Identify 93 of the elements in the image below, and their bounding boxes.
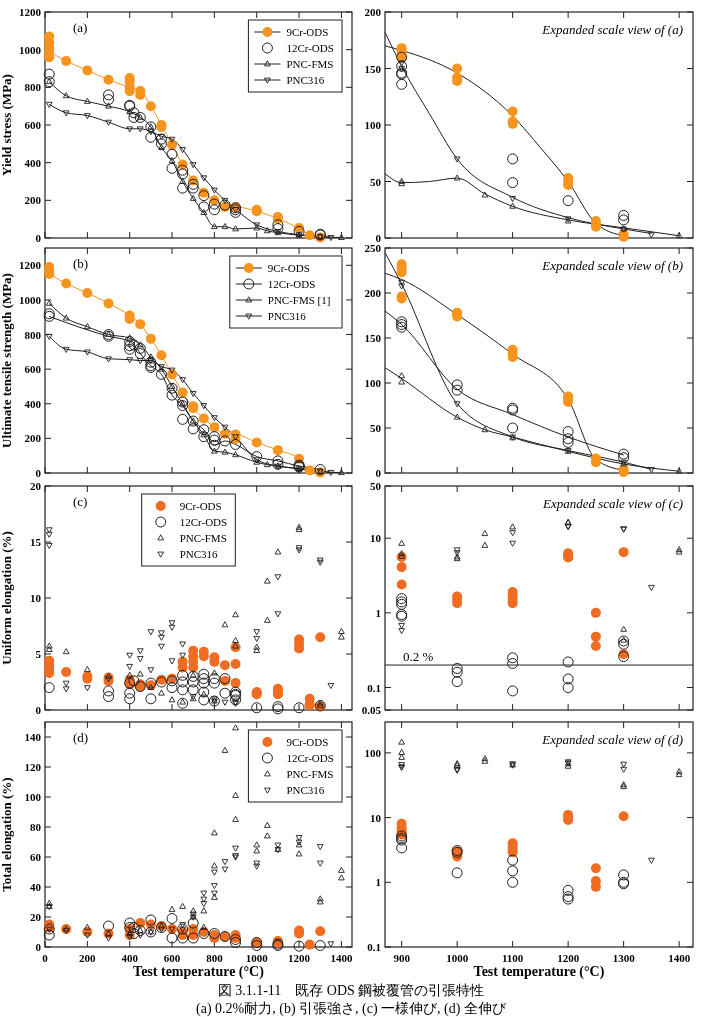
x-tick-label: 1000 — [245, 952, 269, 964]
y-tick-label: 200 — [364, 287, 382, 299]
y-tick-label: 1000 — [19, 293, 42, 306]
legend-label: 9Cr-ODS — [286, 736, 329, 748]
y-tick-label: 100 — [364, 377, 382, 389]
y-tick-label: 10 — [30, 592, 42, 604]
annotation: Expanded scale view of (b) — [541, 258, 683, 273]
x-axis-title: Test temperature (°C) — [133, 964, 265, 980]
y-tick-label: 1 — [375, 876, 381, 889]
y-tick-label: 400 — [24, 156, 42, 169]
legend-label: 12Cr-ODS — [179, 516, 228, 528]
y-tick-label: 600 — [24, 119, 42, 131]
y-axis-title: Ultimate tensile strength (MPa) — [0, 273, 14, 448]
y-tick-label: 800 — [24, 81, 42, 94]
y-tick-label: 60 — [30, 851, 42, 863]
caption: 図 3.1.1-11 既存 ODS 鋼被覆管の引張特性 — [217, 983, 485, 998]
x-tick-label: 1000 — [446, 952, 469, 964]
legend-label: 12Cr-ODS — [286, 42, 334, 54]
y-tick-label: 1200 — [19, 6, 42, 18]
x-tick-label: 600 — [163, 952, 181, 964]
x-tick-label: 800 — [206, 952, 224, 964]
legend-label: PNC316 — [286, 74, 325, 86]
y-tick-label: 40 — [30, 881, 42, 893]
y-tick-label: 250 — [364, 242, 382, 254]
annotation: (b) — [73, 256, 89, 271]
text: (a) 0.2%耐力, (b) 引張強さ, (c) 一様伸び, (d) 全伸び — [196, 1001, 507, 1017]
y-tick-label: 80 — [30, 821, 42, 833]
legend-label: PNC-FMS — [179, 532, 227, 544]
y-tick-label: 600 — [24, 363, 42, 376]
y-tick-label: 1200 — [19, 259, 42, 272]
y-tick-label: 150 — [364, 62, 382, 75]
legend-label: 9Cr-ODS — [179, 500, 222, 512]
x-tick-label: 400 — [121, 952, 139, 964]
y-tick-label: 0 — [35, 232, 42, 244]
y-tick-label: 50 — [370, 422, 382, 434]
y-tick-label: 120 — [24, 761, 42, 773]
legend-label: 9Cr-ODS — [267, 262, 310, 274]
y-tick-label: 100 — [364, 119, 382, 131]
y-tick-label: 800 — [24, 328, 42, 341]
x-tick-label: 1100 — [501, 952, 524, 964]
y-axis-title: Total elongation (%) — [0, 777, 14, 892]
y-tick-label: 0.05 — [361, 704, 382, 716]
y-tick-label: 200 — [364, 6, 382, 18]
y-tick-label: 100 — [24, 791, 42, 803]
y-tick-label: 0 — [35, 941, 42, 953]
legend-label: 12Cr-ODS — [286, 752, 334, 764]
annotation: (a) — [73, 20, 88, 35]
y-tick-label: 0.1 — [367, 681, 381, 694]
annotation: Expanded scale view of (a) — [541, 22, 683, 37]
y-tick-label: 5 — [35, 648, 42, 660]
annotation: (d) — [73, 730, 89, 745]
legend-label: PNC316 — [179, 548, 219, 560]
legend-label: 12Cr-ODS — [267, 278, 316, 290]
y-axis-title: Uniform elongation (%) — [0, 531, 14, 665]
y-tick-label: 0 — [35, 467, 42, 479]
y-tick-label: 1 — [375, 606, 381, 619]
x-axis-title: Test temperature (°C) — [473, 964, 605, 980]
y-tick-label: 20 — [30, 911, 42, 923]
legend-label: PNC-FMS [1] — [267, 294, 331, 306]
y-tick-label: 0.1 — [367, 941, 381, 953]
x-tick-label: 1200 — [288, 952, 311, 964]
y-tick-label: 400 — [24, 397, 42, 410]
y-tick-label: 50 — [370, 480, 382, 492]
y-tick-label: 10 — [370, 811, 382, 824]
y-tick-label: 150 — [364, 332, 382, 344]
y-tick-label: 0 — [35, 704, 42, 716]
y-tick-label: 10 — [370, 532, 382, 545]
legend-label: PNC316 — [286, 784, 325, 796]
y-tick-label: 0 — [375, 232, 382, 244]
y-tick-label: 100 — [364, 746, 382, 759]
legend-label: PNC-FMS — [286, 58, 334, 70]
y-tick-label: 140 — [24, 731, 42, 743]
x-tick-label: 900 — [393, 952, 411, 964]
annotation: (c) — [73, 494, 88, 509]
y-tick-label: 15 — [30, 536, 42, 548]
legend-label: PNC316 — [267, 310, 307, 322]
y-tick-label: 1000 — [19, 43, 42, 56]
legend-label: 9Cr-ODS — [286, 26, 329, 38]
x-tick-label: 200 — [79, 952, 97, 964]
y-tick-label: 20 — [30, 480, 42, 492]
x-tick-label: 1300 — [612, 952, 636, 964]
ref-line-label: 0.2 % — [403, 649, 434, 665]
x-tick-label: 1400 — [330, 952, 353, 964]
y-tick-label: 50 — [370, 175, 382, 188]
x-tick-label: 1400 — [668, 952, 691, 964]
legend-label: PNC-FMS — [286, 768, 334, 780]
y-tick-label: 200 — [24, 432, 42, 445]
y-axis-title: Yield stress (MPa) — [0, 74, 14, 176]
annotation: Expanded scale view of (d) — [541, 732, 683, 747]
y-tick-label: 200 — [24, 194, 42, 207]
annotation: Expanded scale view of (c) — [541, 496, 683, 511]
x-tick-label: 1200 — [557, 952, 580, 964]
y-tick-label: 0 — [375, 467, 382, 479]
